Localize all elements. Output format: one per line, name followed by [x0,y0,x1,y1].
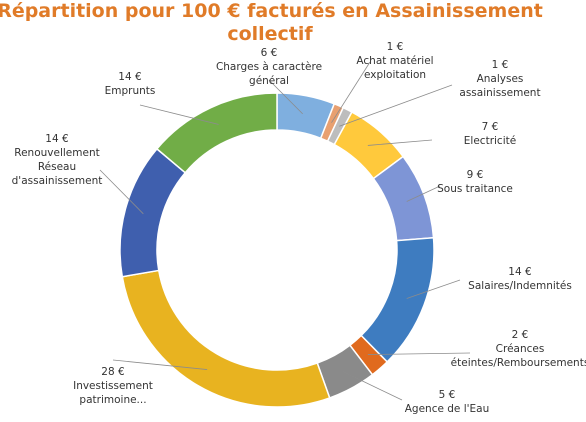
slice-value-label: 5 € [439,389,456,401]
chart-title-line-2: collectif [227,23,313,45]
slice-label: 5 € Agence de l'Eau [405,389,490,415]
leader-line [99,169,144,215]
slice-label: 2 € Créances éteintes/Remboursements [451,329,586,369]
donut-slice [155,92,278,174]
slice-value-label: 14 € [508,266,531,278]
slice-value-label: 14 € [45,133,68,145]
slice-category-label: Réseau [38,161,76,173]
slice-value-label: 2 € [512,329,529,341]
slice-category-label: Renouvellement [14,147,99,159]
slice-category-label: Créances [496,343,545,355]
slice-category-label: Emprunts [105,85,156,97]
slice-label: 14 € Renouvellement Réseau d'assainissement [12,133,103,187]
leader-line [112,359,208,370]
slice-value-label: 28 € [101,366,124,378]
slice-category-label: exploitation [364,69,426,81]
slice-category-label: Investissement [73,380,153,392]
slice-category-label: Achat matériel [356,55,433,67]
slice-category-label: Analyses [477,73,524,85]
slice-value-label: 9 € [467,169,484,181]
slice-label: 7 € Electricité [464,121,516,147]
slice-label: 14 € Salaires/Indemnités [468,266,572,292]
slice-category-label: Salaires/Indemnités [468,280,572,292]
leader-line [342,371,403,401]
slice-value-label: 1 € [492,59,509,71]
leader-line [139,104,219,125]
slice-value-label: 6 € [261,47,278,59]
leader-line [406,185,441,202]
leader-line [331,61,371,123]
slice-category-label: Agence de l'Eau [405,403,490,415]
donut-slices [119,92,435,408]
slice-category-label: Sous traitance [437,183,513,195]
leader-line [367,352,471,355]
slice-category-label: éteintes/Remboursements [451,357,586,369]
leader-line [406,279,461,299]
donut-slice [360,236,435,363]
slice-category-label: Charges à caractère [216,61,322,73]
leader-lines [99,61,471,401]
donut-slice [121,269,331,408]
slice-value-label: 14 € [118,71,141,83]
slice-label: 6 € Charges à caractère général [216,47,322,87]
slice-category-label: général [249,75,289,87]
slice-label: 28 € Investissement patrimoine... [73,366,153,406]
slice-labels: 6 € Charges à caractère général 1 € Achat ma… [12,41,586,415]
slice-label: 1 € Achat matériel exploitation [356,41,433,81]
slice-category-label: Electricité [464,135,516,147]
chart-title-line-1: Répartition pour 100 € facturés en Assai… [0,0,543,22]
slice-label: 14 € Emprunts [105,71,156,97]
slice-category-label: d'assainissement [12,175,103,187]
slice-category-label: patrimoine... [79,394,146,406]
leader-line [339,84,453,127]
leader-line [367,139,433,146]
slice-label: 1 € Analyses assainissement [459,59,540,99]
slice-category-label: assainissement [459,87,540,99]
slice-label: 9 € Sous traitance [437,169,513,195]
leader-line [268,79,303,115]
slice-value-label: 1 € [387,41,404,53]
slice-value-label: 7 € [482,121,499,133]
donut-slice [119,147,187,278]
